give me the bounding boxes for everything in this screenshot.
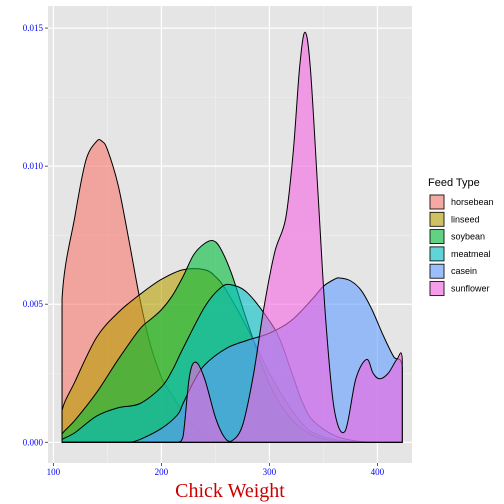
- legend-label-horsebean: horsebean: [451, 197, 494, 207]
- x-tick-label: 200: [155, 467, 169, 477]
- legend-label-linseed: linseed: [451, 214, 480, 224]
- legend-label-sunflower: sunflower: [451, 284, 490, 294]
- legend-swatch-linseed: [430, 212, 444, 226]
- legend-swatch-casein: [430, 264, 444, 278]
- legend-label-meatmeal: meatmeal: [451, 249, 491, 259]
- y-tick-label: 0.005: [23, 299, 44, 309]
- y-tick-label: 0.015: [23, 23, 44, 33]
- x-tick-label: 300: [263, 467, 277, 477]
- x-tick-label: 100: [47, 467, 61, 477]
- y-axis: 0.000 0.005 0.010 0.015: [23, 23, 48, 447]
- legend-label-casein: casein: [451, 266, 477, 276]
- legend-swatch-horsebean: [430, 195, 444, 209]
- x-axis-label: Chick Weight: [175, 480, 285, 502]
- y-tick-label: 0.010: [23, 161, 44, 171]
- legend-swatch-soybean: [430, 230, 444, 244]
- y-tick-label: 0.000: [23, 437, 44, 447]
- legend-swatch-meatmeal: [430, 247, 444, 261]
- legend-title: Feed Type: [428, 177, 480, 189]
- legend-label-soybean: soybean: [451, 232, 485, 242]
- legend: Feed Type horsebean linseed soybean meatmea…: [428, 177, 494, 297]
- legend-swatch-sunflower: [430, 282, 444, 296]
- x-tick-label: 400: [371, 467, 385, 477]
- x-axis: 100 200 300 400: [47, 463, 385, 477]
